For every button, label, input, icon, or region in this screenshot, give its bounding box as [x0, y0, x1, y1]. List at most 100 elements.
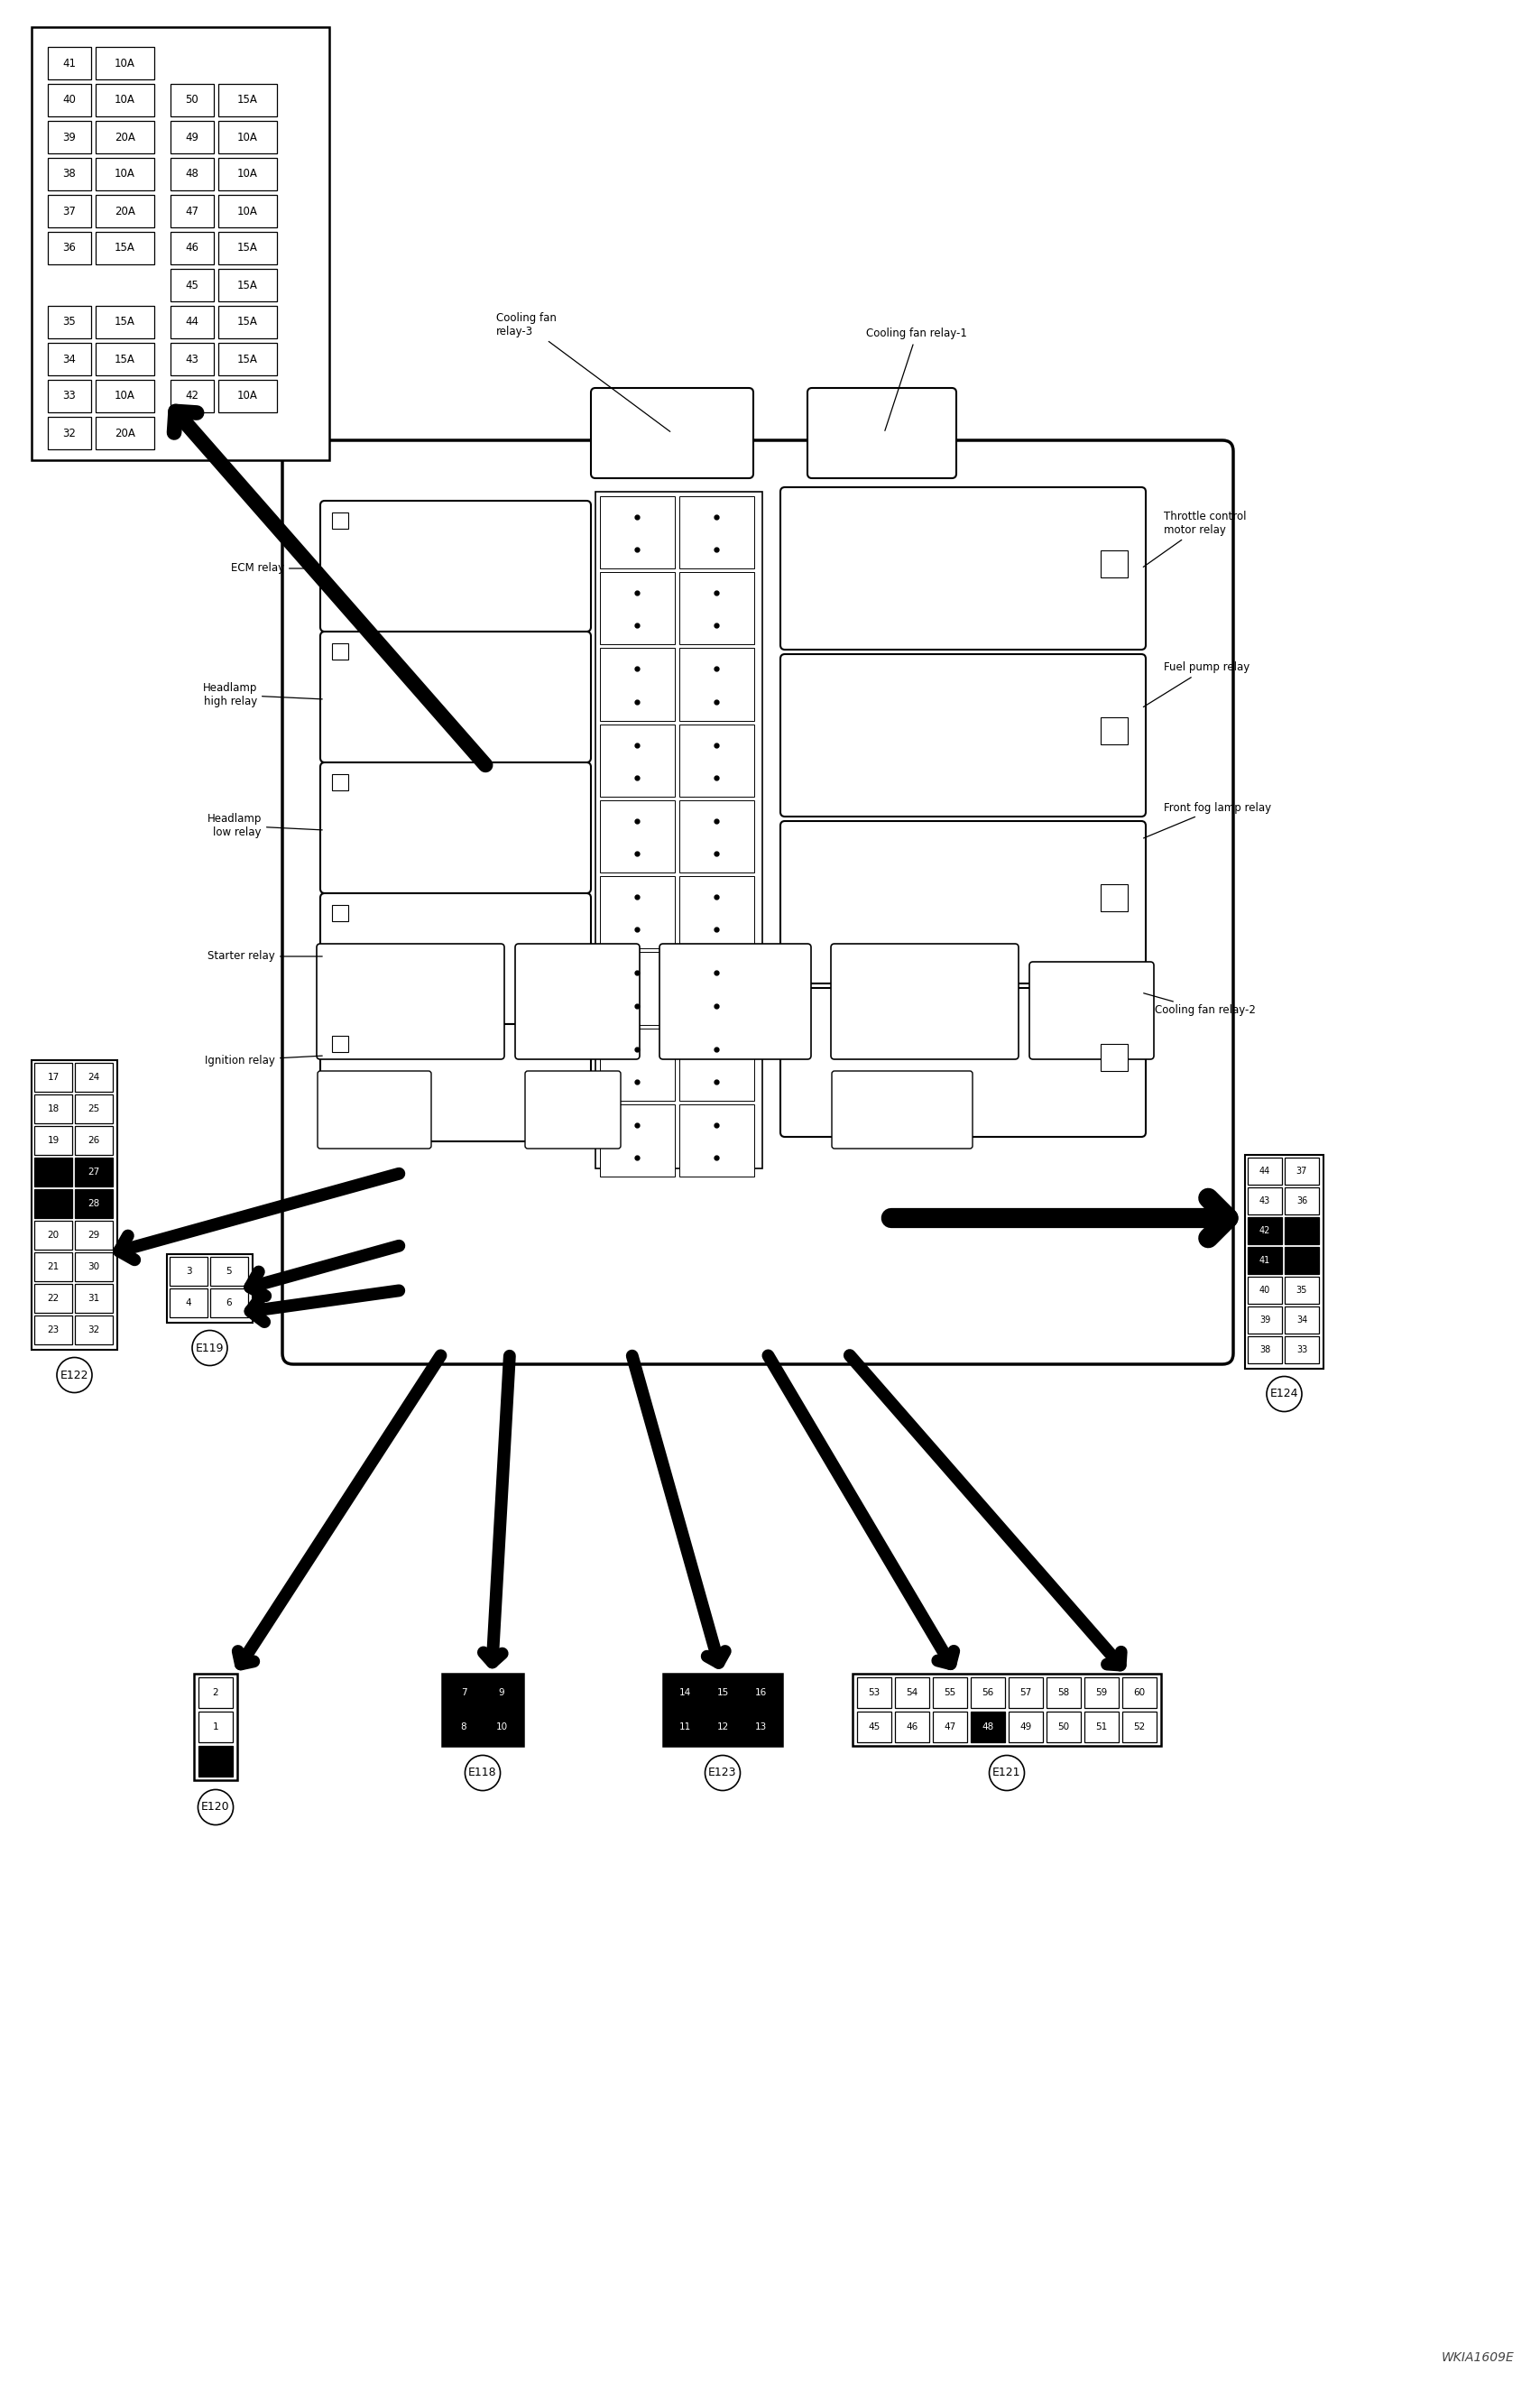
Bar — [219, 196, 277, 227]
Text: 52: 52 — [1133, 1722, 1144, 1731]
Bar — [95, 158, 154, 191]
Text: 53: 53 — [867, 1688, 879, 1698]
Text: E119: E119 — [196, 1341, 223, 1353]
Bar — [219, 380, 277, 411]
FancyBboxPatch shape — [525, 1071, 621, 1148]
Bar — [1284, 1305, 1318, 1334]
Bar — [75, 1064, 112, 1093]
Text: 5: 5 — [226, 1267, 233, 1277]
Bar — [75, 1157, 112, 1186]
Bar — [1284, 1277, 1318, 1303]
FancyBboxPatch shape — [832, 1071, 972, 1148]
Bar — [1121, 1678, 1157, 1707]
Text: 32: 32 — [63, 428, 75, 440]
FancyBboxPatch shape — [779, 655, 1146, 818]
Bar — [1284, 1217, 1318, 1243]
Text: 15A: 15A — [237, 354, 257, 366]
Bar — [75, 1315, 112, 1344]
Text: 39: 39 — [1258, 1315, 1269, 1325]
Bar — [95, 416, 154, 450]
Text: 10A: 10A — [114, 167, 136, 179]
Bar — [1100, 717, 1127, 744]
FancyBboxPatch shape — [320, 631, 590, 763]
Text: 10A: 10A — [114, 93, 136, 105]
Bar — [331, 512, 348, 528]
FancyBboxPatch shape — [779, 488, 1146, 650]
Text: 33: 33 — [63, 390, 75, 402]
Bar — [679, 497, 753, 569]
Bar — [48, 122, 91, 153]
Bar — [599, 724, 675, 796]
Bar — [484, 1712, 519, 1743]
Text: Ignition relay: Ignition relay — [205, 1054, 322, 1066]
Bar — [679, 648, 753, 720]
FancyBboxPatch shape — [320, 763, 590, 894]
Bar — [1100, 550, 1127, 579]
Bar — [1247, 1157, 1281, 1184]
FancyBboxPatch shape — [779, 820, 1146, 983]
Bar — [209, 1258, 248, 1286]
Bar — [594, 493, 762, 1169]
Text: 45: 45 — [867, 1722, 879, 1731]
Text: E121: E121 — [992, 1767, 1021, 1779]
Bar — [1121, 1712, 1157, 1743]
Text: 44: 44 — [1258, 1167, 1269, 1176]
FancyBboxPatch shape — [590, 387, 753, 478]
Bar — [1046, 1678, 1080, 1707]
Text: 25: 25 — [88, 1105, 100, 1114]
Text: 39: 39 — [63, 132, 75, 143]
Bar — [95, 306, 154, 340]
Bar — [34, 1222, 72, 1250]
Bar — [48, 84, 91, 117]
Text: 13: 13 — [755, 1722, 765, 1731]
Bar — [95, 196, 154, 227]
Text: 49: 49 — [185, 132, 199, 143]
Bar — [34, 1253, 72, 1282]
Text: 24: 24 — [88, 1074, 100, 1081]
Text: 4: 4 — [185, 1298, 191, 1308]
Text: E122: E122 — [60, 1370, 89, 1382]
Text: 56: 56 — [981, 1688, 993, 1698]
Text: 22: 22 — [48, 1294, 59, 1303]
Text: E123: E123 — [708, 1767, 736, 1779]
Bar — [219, 232, 277, 265]
Text: 37: 37 — [1295, 1167, 1306, 1176]
Text: 33: 33 — [1295, 1346, 1306, 1353]
Text: 2: 2 — [213, 1688, 219, 1698]
Text: 43: 43 — [185, 354, 199, 366]
Bar — [219, 306, 277, 340]
Bar — [1247, 1337, 1281, 1363]
Bar — [331, 775, 348, 791]
Bar — [171, 84, 214, 117]
Bar — [599, 1105, 675, 1176]
Bar — [1284, 1157, 1318, 1184]
Text: 20: 20 — [48, 1231, 59, 1239]
Bar — [169, 1258, 208, 1286]
Text: 26: 26 — [88, 1136, 100, 1145]
Bar — [199, 1712, 233, 1743]
Bar — [34, 1157, 72, 1186]
Bar — [1247, 1277, 1281, 1303]
Bar — [1244, 1155, 1323, 1368]
FancyBboxPatch shape — [514, 944, 639, 1059]
Text: Headlamp
high relay: Headlamp high relay — [203, 681, 322, 708]
Bar — [856, 1678, 890, 1707]
Bar — [1247, 1188, 1281, 1215]
Text: Front fog lamp relay: Front fog lamp relay — [1143, 801, 1271, 839]
Text: 15A: 15A — [237, 241, 257, 253]
Text: 8: 8 — [460, 1722, 467, 1731]
Text: 15A: 15A — [114, 354, 136, 366]
Text: 49: 49 — [1019, 1722, 1032, 1731]
Text: 10A: 10A — [237, 132, 257, 143]
Bar — [895, 1678, 929, 1707]
Bar — [171, 268, 214, 301]
Text: 35: 35 — [1295, 1286, 1306, 1296]
Bar — [48, 342, 91, 375]
Text: E118: E118 — [468, 1767, 496, 1779]
Bar — [75, 1095, 112, 1124]
Bar — [31, 1059, 117, 1351]
Bar — [34, 1188, 72, 1217]
Bar — [48, 158, 91, 191]
Text: 16: 16 — [755, 1688, 765, 1698]
Bar — [75, 1126, 112, 1155]
